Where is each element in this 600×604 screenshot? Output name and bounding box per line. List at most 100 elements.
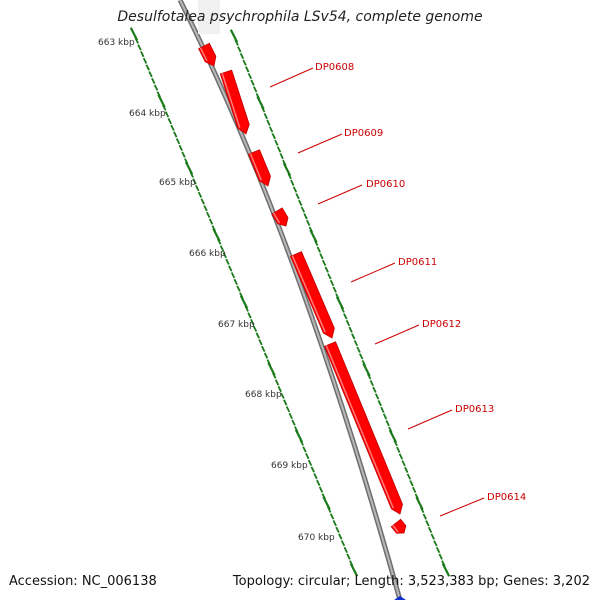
scale-label: 670 kbp — [298, 533, 335, 543]
outer-scale-minor-tick — [274, 139, 279, 146]
outer-scale-minor-tick — [404, 466, 409, 473]
outer-scale-minor-tick — [287, 173, 292, 180]
outer-scale-minor-tick — [306, 219, 311, 227]
outer-scale-minor-tick — [359, 353, 364, 360]
offscreen-feature-ghost — [198, 0, 220, 34]
outer-scale-minor-tick — [242, 59, 247, 66]
outer-scale-minor-tick — [300, 206, 306, 213]
inner-scale-minor-tick — [327, 506, 332, 513]
outer-scale-minor-tick — [276, 146, 282, 153]
gene-arrow-dp0608 — [198, 42, 217, 67]
outer-scale-minor-tick — [295, 193, 300, 200]
gene-label-leader — [317, 184, 363, 205]
outer-scale-minor-tick — [385, 420, 390, 427]
inner-scale-minor-tick — [181, 151, 186, 158]
outer-scale-minor-tick — [268, 126, 274, 133]
gene-arrow-dp0613-shade — [325, 345, 394, 509]
inner-scale-minor-tick — [145, 64, 150, 71]
outer-scale-minor-tick — [290, 179, 295, 186]
gene-label: DP0609 — [344, 128, 383, 139]
outer-scale-minor-tick — [245, 66, 250, 73]
outer-scale-minor-tick — [237, 46, 242, 53]
inner-scale-minor-tick — [263, 352, 269, 359]
outer-scale-minor-tick — [366, 373, 372, 380]
scale-labels: 663 kbp 664 kbp 665 kbp 666 kbp 667 kbp 668 k… — [98, 38, 335, 543]
inner-scale-minor-tick — [153, 84, 159, 91]
inner-scale-minor-tick — [140, 50, 145, 58]
inner-scale-minor-tick — [261, 345, 266, 353]
inner-scale-minor-tick — [280, 392, 285, 399]
gene-label: DP0613 — [455, 404, 494, 415]
inner-scale-minor-tick — [228, 265, 233, 272]
outer-scale-minor-tick — [327, 273, 332, 280]
outer-scale-minor-tick — [425, 520, 430, 527]
gene-features — [198, 42, 407, 534]
inner-scale-minor-tick — [175, 138, 181, 145]
scale-ticks-inner — [129, 27, 359, 577]
inner-scale-minor-tick — [164, 111, 170, 118]
gene-arrow-dp0611-shade — [272, 212, 281, 224]
outer-scale-minor-tick — [433, 540, 438, 547]
outer-scale-minor-tick — [398, 453, 404, 460]
inner-scale-minor-tick — [310, 466, 315, 473]
outer-scale-minor-tick — [340, 306, 345, 313]
inner-scale-minor-tick — [346, 553, 351, 560]
strand-marker — [394, 596, 406, 600]
outer-scale-minor-tick — [321, 259, 327, 267]
scale-label: 667 kbp — [218, 320, 255, 330]
outer-scale-minor-tick — [313, 239, 319, 247]
inner-scale-minor-tick — [134, 37, 139, 44]
outer-scale-minor-tick — [271, 133, 276, 140]
inner-scale-minor-tick — [219, 245, 225, 252]
inner-scale-minor-tick — [195, 184, 200, 192]
inner-scale-minor-tick — [203, 205, 208, 212]
gene-label: DP0611 — [398, 257, 437, 268]
outer-scale-minor-tick — [412, 486, 417, 494]
inner-scale-minor-tick — [197, 191, 203, 198]
inner-scale-minor-tick — [277, 385, 282, 393]
outer-scale-minor-tick — [343, 313, 348, 320]
outer-scale-minor-tick — [406, 473, 412, 480]
inner-scale-minor-tick — [338, 533, 343, 540]
outer-scale-minor-tick — [396, 446, 401, 453]
gene-arrow-dp0608-shade — [199, 47, 208, 62]
inner-scale-minor-tick — [250, 318, 255, 326]
inner-scale-minor-tick — [288, 412, 293, 420]
gene-label-leader — [439, 497, 485, 517]
outer-scale-minor-tick — [345, 319, 351, 327]
outer-scale-minor-tick — [329, 279, 335, 287]
backbone-arc-highlight — [179, 0, 401, 601]
inner-scale-minor-tick — [236, 285, 241, 292]
outer-scale-minor-tick — [253, 86, 258, 93]
outer-scale-minor-tick — [380, 406, 385, 413]
inner-scale-minor-tick — [247, 312, 252, 319]
genome-backbone — [177, 0, 406, 601]
inner-scale-minor-tick — [142, 57, 148, 64]
inner-scale-minor-tick — [307, 459, 313, 466]
gene-arrow-dp0610-shade — [249, 153, 262, 181]
outer-scale-minor-tick — [401, 460, 406, 467]
outer-scale-minor-tick — [377, 400, 382, 407]
outer-scale-minor-tick — [369, 379, 374, 387]
inner-scale-minor-tick — [329, 513, 335, 520]
inner-scale-minor-tick — [137, 44, 142, 51]
inner-scale-minor-tick — [167, 117, 172, 125]
inner-scale-minor-tick — [272, 372, 277, 379]
outer-scale-minor-tick — [374, 393, 380, 400]
inner-scale-minor-tick — [299, 439, 304, 446]
outer-scale-minor-tick — [356, 346, 361, 353]
outer-scale-minor-tick — [382, 413, 388, 420]
inner-scale-minor-tick — [192, 178, 197, 185]
outer-scale-minor-tick — [234, 39, 239, 46]
outer-scale-minor-tick — [292, 186, 298, 193]
scale-label: 665 kbp — [159, 178, 196, 188]
outer-scale-minor-tick — [422, 513, 427, 520]
scale-label: 663 kbp — [98, 38, 135, 48]
scale-label: 669 kbp — [271, 461, 308, 471]
map-title: Desulfotalea psychrophila LSv54, complet… — [117, 9, 483, 25]
outer-scale-minor-tick — [250, 79, 255, 86]
inner-scale-minor-tick — [274, 379, 280, 386]
inner-scale-minor-tick — [316, 479, 321, 487]
